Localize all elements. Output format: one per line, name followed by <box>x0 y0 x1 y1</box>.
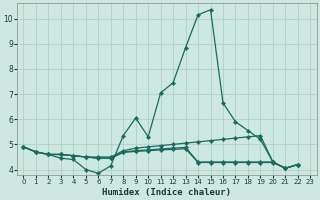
X-axis label: Humidex (Indice chaleur): Humidex (Indice chaleur) <box>102 188 231 197</box>
